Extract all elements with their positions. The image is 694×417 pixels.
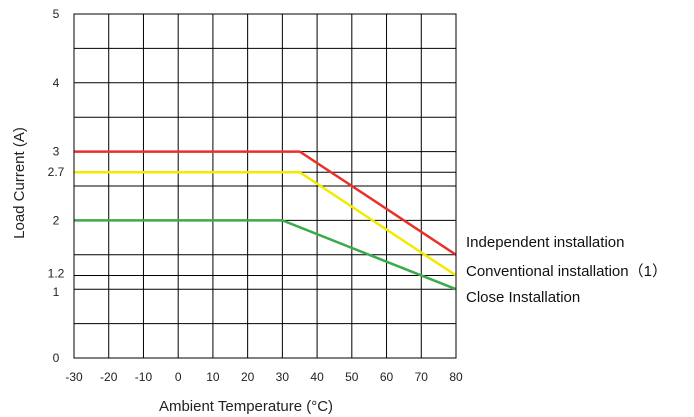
y-tick-label: 0 xyxy=(53,351,60,365)
x-tick-label: 20 xyxy=(241,370,255,384)
y-tick-label: 4 xyxy=(53,76,60,90)
plot-frame xyxy=(73,13,457,359)
legend-label-2: Close Installation xyxy=(466,289,580,306)
y-tick-label: 2.7 xyxy=(48,165,65,179)
x-tick-label: 10 xyxy=(206,370,220,384)
x-tick-label: 40 xyxy=(310,370,324,384)
y-tick-label: 1.2 xyxy=(48,266,65,280)
x-tick-label: -10 xyxy=(135,370,153,384)
x-tick-label: 70 xyxy=(415,370,429,384)
y-axis-title: Load Current (A) xyxy=(11,127,28,239)
x-tick-label: -20 xyxy=(100,370,118,384)
y-tick-label: 2 xyxy=(53,213,60,227)
y-tick-labels: 0 1 1.2 2 2.7 3 4 5 xyxy=(48,7,65,365)
x-tick-label: 60 xyxy=(380,370,394,384)
x-tick-label: 80 xyxy=(449,370,463,384)
x-tick-label: -30 xyxy=(65,370,83,384)
y-tick-label: 5 xyxy=(53,7,60,21)
legend-label-1: Conventional installation（1） xyxy=(466,263,667,280)
x-tick-labels: -30 -20 -10 0 10 20 30 40 50 60 70 80 xyxy=(65,370,463,384)
series-line-1 xyxy=(74,170,457,277)
x-axis-title: Ambient Temperature (°C) xyxy=(159,398,333,415)
legend: Independent installation Conventional ins… xyxy=(466,234,667,306)
grid-lines xyxy=(74,14,456,358)
series-line-0 xyxy=(74,150,457,256)
x-tick-label: 50 xyxy=(345,370,359,384)
y-tick-label: 1 xyxy=(53,285,60,299)
series-layer xyxy=(74,150,457,291)
legend-label-0: Independent installation xyxy=(466,234,624,251)
x-tick-label: 30 xyxy=(276,370,290,384)
y-tick-label: 3 xyxy=(53,145,60,159)
series-line-2 xyxy=(74,219,457,291)
x-tick-label: 0 xyxy=(175,370,182,384)
